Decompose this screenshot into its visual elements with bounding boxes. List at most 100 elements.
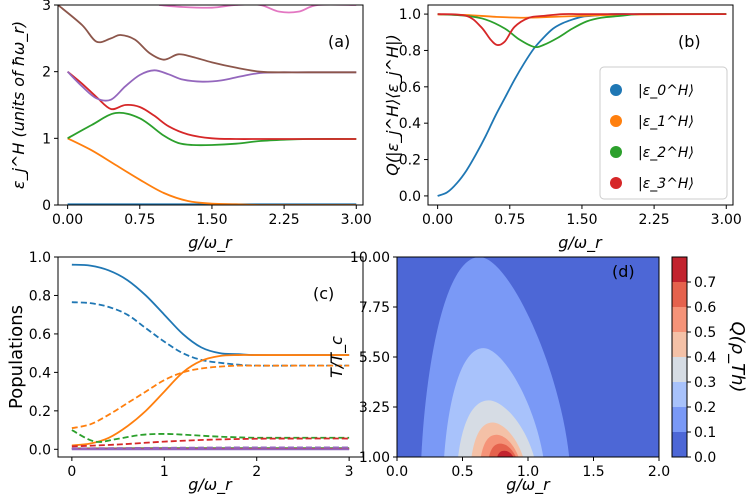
y-tick-label: 0.0 — [29, 442, 51, 458]
contour-level — [497, 450, 514, 457]
panel-b: 0.00 0.75 1.50 2.25 3.00 0.00.20.40.60.81.0 … — [383, 4, 742, 253]
colorbar-segment — [672, 282, 687, 307]
y-tick-label: 0.8 — [399, 43, 421, 59]
y-tick-label: 0.2 — [399, 153, 421, 169]
colorbar-tick-label: 0.1 — [694, 425, 716, 441]
y-tick-label: 0.6 — [399, 80, 421, 96]
x-tick-label: 0 — [67, 464, 76, 480]
colorbar-segment — [672, 432, 687, 457]
y-tick-label: 3.25 — [359, 400, 390, 416]
panel-c-frame — [57, 256, 364, 458]
panel-a-y-ticks: 0 1 2 3 — [42, 0, 58, 214]
series-line-orange — [67, 137, 357, 205]
x-tick-label: 1.50 — [196, 212, 227, 228]
x-tick-label: 2 — [252, 464, 261, 480]
panel-d-xlabel: g/ω_r — [506, 475, 551, 495]
series-line-pink — [158, 5, 357, 14]
series-line-brown — [58, 5, 357, 74]
panel-b-legend: |ε_0^H⟩ |ε_1^H⟩ |ε_2^H⟩ |ε_3^H⟩ — [599, 66, 728, 200]
panel-a-x-ticks: 0.00 0.75 1.50 2.25 3.00 — [52, 205, 372, 228]
y-tick-label: 0.2 — [29, 404, 51, 420]
panel-c: 0 1 2 3 0.0 0.2 0.4 0.6 0.8 1.0 (c) g/ω_r Popula… — [6, 250, 364, 495]
series-line-orange-solid — [71, 354, 350, 447]
x-tick-label: 3.00 — [341, 212, 372, 228]
x-tick-label: 0.75 — [494, 212, 525, 228]
legend-marker — [610, 115, 622, 127]
colorbar-segment — [672, 357, 687, 382]
y-tick-label: 10.00 — [350, 250, 390, 266]
legend-label: |ε_3^H⟩ — [638, 176, 694, 192]
colorbar: 0.0 0.1 0.2 0.3 0.4 0.5 0.6 0.7 — [671, 256, 716, 466]
panel-b-y-ticks: 0.0 0.2 0.4 0.6 0.8 1.0 — [399, 7, 428, 205]
legend-label: |ε_0^H⟩ — [638, 83, 694, 99]
panel-b-x-ticks: 0.00 0.75 1.50 2.25 3.00 — [422, 205, 742, 228]
y-tick-label: 1.00 — [359, 450, 390, 466]
panel-b-tag: (b) — [678, 32, 701, 51]
series-line-purple-dashed — [71, 446, 350, 450]
panel-d-x-ticks: 0.0 0.5 1.0 1.5 2.0 — [386, 457, 670, 480]
y-tick-label: 0.6 — [29, 327, 51, 343]
panel-d-plot — [397, 257, 659, 457]
x-tick-label: 2.25 — [639, 212, 670, 228]
panel-d-ylabel: T/T_c — [327, 336, 347, 378]
series-line-orange-dashed — [71, 364, 350, 430]
legend-marker — [610, 177, 622, 189]
colorbar-segment — [672, 307, 687, 332]
series-line-green — [67, 111, 357, 147]
panel-b-xlabel: g/ω_r — [558, 233, 603, 253]
x-tick-label: 1 — [160, 464, 169, 480]
series-line-blue-solid — [71, 263, 350, 357]
y-tick-label: 0 — [42, 198, 51, 214]
y-tick-label: 0.4 — [399, 116, 421, 132]
panel-a-frame — [57, 4, 364, 206]
panel-a-xlabel: g/ω_r — [188, 233, 233, 253]
x-tick-label: 0.00 — [422, 212, 453, 228]
colorbar-segment — [672, 257, 687, 282]
panel-c-plot — [71, 263, 350, 451]
series-line-red — [67, 70, 357, 140]
legend-box — [599, 66, 728, 200]
x-tick-label: 3.00 — [711, 212, 742, 228]
x-tick-label: 0.5 — [451, 464, 473, 480]
series-line-green-dashed — [71, 429, 350, 443]
colorbar-tick-label: 0.0 — [694, 450, 716, 466]
y-tick-label: 0.8 — [29, 288, 51, 304]
legend-marker — [610, 146, 622, 158]
panel-b-plot — [437, 13, 727, 197]
colorbar-tick-label: 0.7 — [694, 275, 716, 291]
colorbar-segment — [672, 382, 687, 407]
y-tick-label: 3 — [42, 0, 51, 14]
x-tick-label: 0.00 — [52, 212, 83, 228]
x-tick-label: 0.75 — [124, 212, 155, 228]
panel-b-frame — [427, 4, 734, 206]
legend-label: |ε_2^H⟩ — [638, 145, 694, 161]
colorbar-segment — [672, 407, 687, 432]
panel-b-ylabel: Q(|ε_j^H⟩⟨ε_j^H|) — [383, 34, 403, 175]
panel-d: 0.0 0.5 1.0 1.5 2.0 1.00 3.25 5.50 7.75 10.00 (d… — [327, 250, 747, 495]
panel-a: 0.00 0.75 1.50 2.25 3.00 0 1 2 3 (a) g/ω_r ε_j^… — [9, 0, 372, 253]
panel-c-y-ticks: 0.0 0.2 0.4 0.6 0.8 1.0 — [29, 250, 58, 458]
x-tick-label: 3 — [345, 464, 354, 480]
colorbar-tick-label: 0.2 — [694, 400, 716, 416]
y-tick-label: 1.0 — [399, 7, 421, 23]
colorbar-tick-label: 0.5 — [694, 325, 716, 341]
x-tick-label: 0.0 — [386, 464, 408, 480]
y-tick-label: 0.0 — [399, 189, 421, 205]
y-tick-label: 5.50 — [359, 350, 390, 366]
panel-c-tag: (c) — [313, 284, 334, 303]
panel-a-tag: (a) — [328, 32, 350, 51]
x-tick-label: 2.0 — [648, 464, 670, 480]
y-tick-label: 7.75 — [359, 300, 390, 316]
colorbar-tick-label: 0.4 — [694, 350, 716, 366]
x-tick-label: 1.50 — [566, 212, 597, 228]
series-line-red-dashed — [71, 437, 350, 448]
legend-marker — [610, 84, 622, 96]
y-tick-label: 2 — [42, 65, 51, 81]
colorbar-segment — [672, 332, 687, 357]
y-tick-label: 1.0 — [29, 250, 51, 266]
series-line-purple — [66, 69, 357, 102]
panel-c-xlabel: g/ω_r — [188, 475, 233, 495]
colorbar-label: Q(ρ_Th) — [727, 321, 747, 392]
panel-a-ylabel: ε_j^H (units of ħω_r) — [9, 21, 29, 189]
